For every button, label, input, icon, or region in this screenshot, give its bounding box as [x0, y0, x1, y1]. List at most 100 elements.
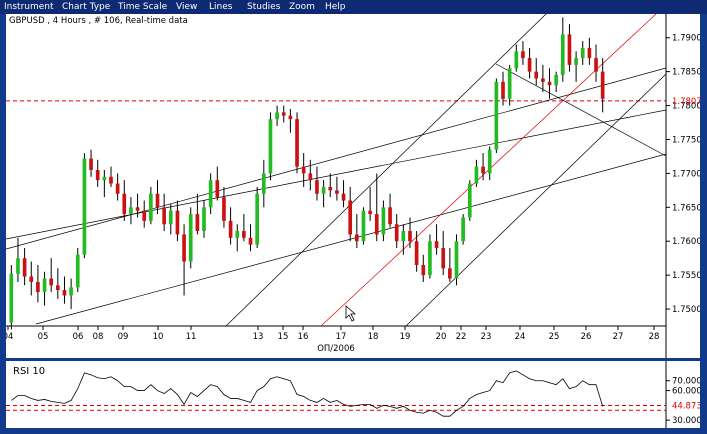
- candle-body: [268, 119, 273, 174]
- trend-line[interactable]: [35, 153, 667, 325]
- candle-body: [428, 241, 432, 276]
- candle-body: [75, 254, 80, 288]
- candle-body: [541, 78, 545, 82]
- menu-bar: Instrument Chart Type Time Scale View Lines S…: [0, 0, 707, 14]
- price-chart-panel[interactable]: GBPUSD , 4 Hours , # 106, Real-time data…: [3, 13, 702, 358]
- x-tick-label: 09: [118, 332, 129, 342]
- x-tick-label: 25: [549, 332, 560, 342]
- candle-body: [514, 51, 519, 69]
- y-tick-label: 1.7850: [672, 68, 700, 78]
- y-tick-label: 1.7750: [672, 135, 700, 145]
- x-axis-label: ОП/2006: [317, 344, 355, 354]
- x-tick-label: 04: [6, 332, 13, 342]
- candle-body: [454, 241, 459, 279]
- candle-body: [175, 210, 180, 235]
- candle-body: [335, 190, 339, 194]
- candle-body: [36, 281, 40, 293]
- y-tick-label: 1.7550: [672, 271, 700, 281]
- trend-line[interactable]: [5, 67, 667, 250]
- candle-body: [49, 278, 54, 286]
- trend-line[interactable]: [225, 13, 547, 327]
- x-tick-label: 23: [481, 332, 492, 342]
- trend-line[interactable]: [405, 73, 667, 327]
- candle-body: [115, 183, 120, 194]
- candle-body: [394, 224, 399, 242]
- x-tick-label: 13: [253, 332, 264, 342]
- candle-body: [228, 220, 233, 238]
- mouse-cursor-icon: [345, 305, 357, 322]
- candle-body: [168, 210, 173, 225]
- trend-line[interactable]: [5, 109, 667, 240]
- candle-body: [487, 149, 492, 174]
- candle-body: [494, 81, 499, 150]
- candle-body: [295, 119, 299, 167]
- candle-body: [248, 237, 253, 245]
- candle-body: [341, 193, 346, 201]
- candle-body: [481, 166, 485, 174]
- candle-body: [29, 276, 34, 282]
- candle-body: [368, 210, 372, 215]
- y-tick-label: 1.7650: [672, 203, 700, 213]
- chart-header: GBPUSD , 4 Hours , # 106, Real-time data: [9, 16, 188, 26]
- candle-body: [281, 112, 286, 116]
- price-chart[interactable]: GBPUSD , 4 Hours , # 106, Real-time data…: [3, 13, 702, 358]
- x-tick-label: 16: [298, 332, 309, 342]
- candle-body: [182, 234, 186, 262]
- x-tick-label: 18: [368, 332, 379, 342]
- candle-body: [567, 34, 572, 65]
- x-tick-label: 15: [278, 332, 289, 342]
- candle-body: [188, 214, 193, 262]
- candle-body: [242, 231, 246, 238]
- candle-body: [208, 180, 213, 208]
- rsi-tick-label: 70.000: [672, 377, 700, 387]
- candle-body: [594, 58, 598, 72]
- x-tick-label: 19: [400, 332, 411, 342]
- candle-body: [16, 258, 20, 274]
- candle-body: [328, 186, 333, 191]
- candle-body: [122, 193, 127, 215]
- menu-view[interactable]: View: [176, 2, 198, 12]
- candle-body: [527, 58, 532, 72]
- candle-body: [580, 47, 585, 59]
- menu-zoom[interactable]: Zoom: [289, 2, 315, 12]
- trend-line[interactable]: [495, 63, 667, 157]
- y-tick-label: 1.7800: [672, 102, 700, 112]
- candle-body: [408, 231, 412, 242]
- candle-body: [56, 285, 60, 291]
- rsi-line: [11, 370, 604, 417]
- y-tick-label: 1.7600: [672, 237, 700, 247]
- candle-body: [355, 234, 359, 242]
- candle-body: [301, 166, 306, 174]
- candle-body: [507, 68, 512, 99]
- x-tick-label: 26: [581, 332, 592, 342]
- menu-time-scale[interactable]: Time Scale: [118, 2, 168, 12]
- x-tick-label: 22: [456, 332, 467, 342]
- menu-studies[interactable]: Studies: [247, 2, 281, 12]
- candle-body: [22, 258, 27, 277]
- candle-body: [600, 71, 605, 99]
- x-tick-label: 08: [93, 332, 104, 342]
- candle-body: [587, 47, 592, 59]
- menu-help[interactable]: Help: [325, 2, 346, 12]
- menu-lines[interactable]: Lines: [209, 2, 233, 12]
- x-tick-label: 06: [73, 332, 84, 342]
- menu-chart-type[interactable]: Chart Type: [62, 2, 111, 12]
- candle-body: [42, 278, 47, 293]
- candle-body: [401, 231, 406, 242]
- candle-body: [501, 81, 505, 99]
- menu-instrument[interactable]: Instrument: [4, 2, 54, 12]
- candle-body: [149, 193, 153, 221]
- candle-body: [62, 290, 67, 296]
- candle-body: [129, 207, 133, 215]
- candle-body: [202, 207, 206, 232]
- rsi-panel[interactable]: RSI 10 70.000 60.000 30.000 44.873: [6, 361, 702, 428]
- candle-body: [348, 200, 353, 235]
- rsi-title: RSI 10: [13, 366, 45, 377]
- candle-body: [155, 193, 160, 208]
- rsi-current-label: 44.873: [672, 401, 700, 411]
- candle-body: [95, 170, 100, 181]
- candle-body: [361, 210, 366, 242]
- candle-body: [534, 71, 539, 79]
- x-tick-label: 28: [649, 332, 660, 342]
